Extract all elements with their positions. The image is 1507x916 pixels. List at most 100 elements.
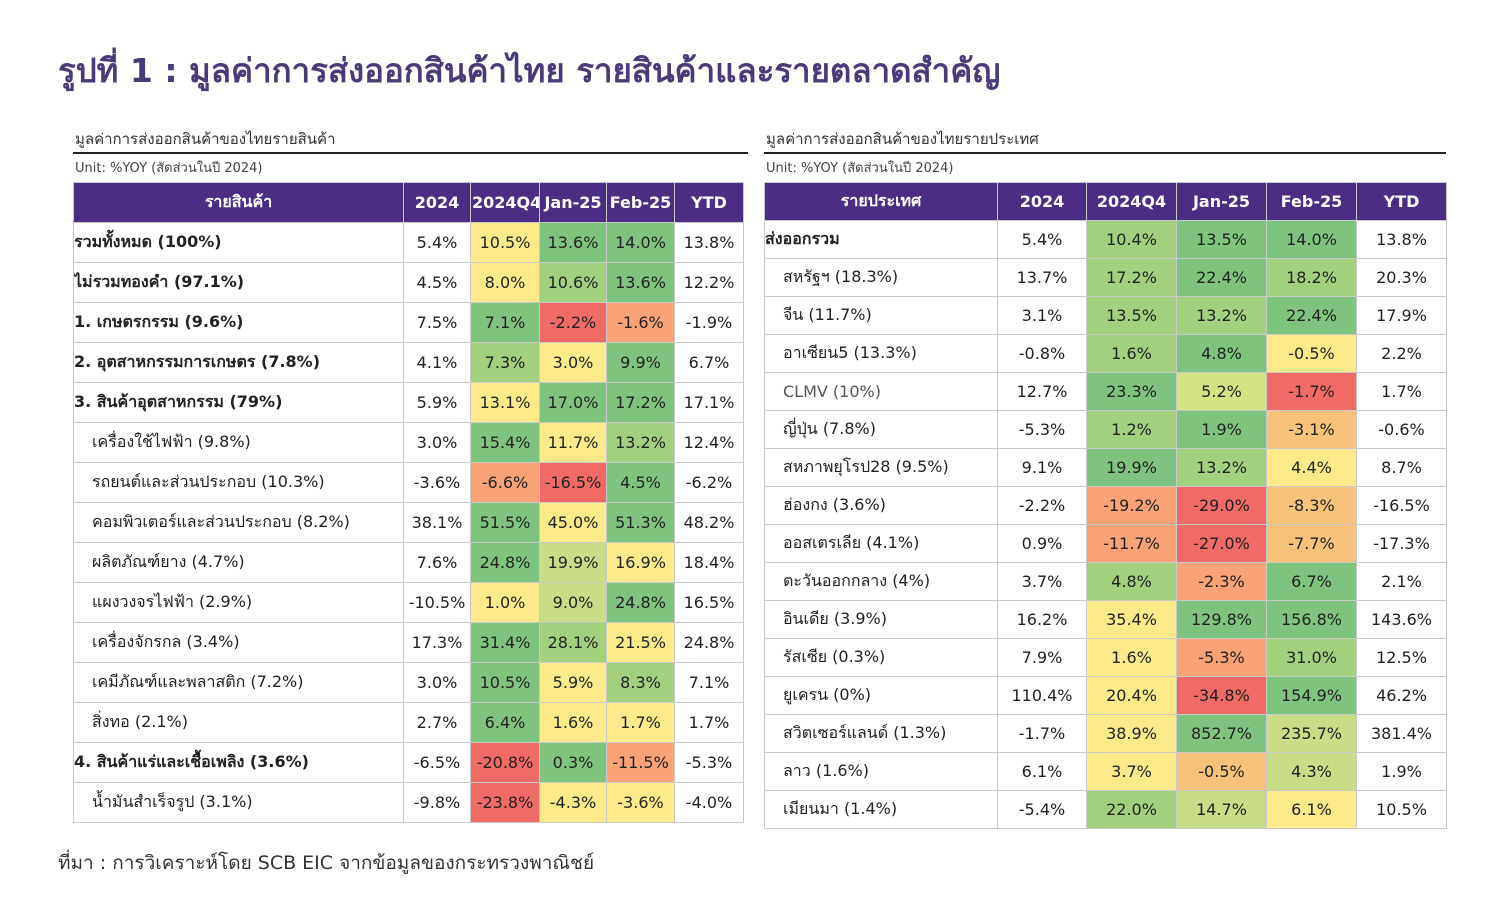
table-row: น้ำมันสำเร็จรูป (3.1%) -9.8% -23.8% -4.3% -3…: [73, 782, 744, 823]
country-unit-note: Unit: %YOY (สัดส่วนในปี 2024): [766, 161, 954, 176]
table-row: จีน (11.7%) 3.1% 13.5% 13.2% 22.4% 17.9%: [764, 296, 1447, 335]
table-row: 1. เกษตรกรรม (9.6%) 7.5% 7.1% -2.2% -1.6% -1.…: [73, 302, 744, 343]
value-cell: 24.8%: [606, 582, 675, 623]
value-cell: 4.5%: [606, 462, 675, 503]
header-column: 2024: [997, 182, 1087, 221]
value-cell: 10.5%: [470, 222, 540, 263]
row-label: สหรัฐฯ (18.3%): [764, 258, 998, 297]
value-cell: -34.8%: [1176, 676, 1267, 715]
value-cell: -1.6%: [606, 302, 675, 343]
value-cell: 1.9%: [1176, 410, 1267, 449]
value-cell: -3.6%: [606, 782, 675, 823]
table-row: ยูเครน (0%) 110.4% 20.4% -34.8% 154.9% 46.2%: [764, 676, 1447, 715]
value-cell: 6.7%: [1266, 562, 1357, 601]
value-cell: 4.3%: [1266, 752, 1357, 791]
value-cell: 0.9%: [997, 524, 1087, 563]
row-label: CLMV (10%): [764, 372, 998, 411]
value-cell: -3.6%: [403, 462, 471, 503]
value-cell: 48.2%: [674, 502, 744, 543]
value-cell: 31.0%: [1266, 638, 1357, 677]
value-cell: 18.4%: [674, 542, 744, 583]
row-label: จีน (11.7%): [764, 296, 998, 335]
value-cell: 1.9%: [1356, 752, 1447, 791]
value-cell: 1.6%: [1086, 638, 1177, 677]
header-column: Jan-25: [1176, 182, 1267, 221]
value-cell: 16.9%: [606, 542, 675, 583]
value-cell: 10.6%: [539, 262, 607, 303]
value-cell: 13.8%: [1356, 220, 1447, 259]
value-cell: 16.5%: [674, 582, 744, 623]
value-cell: 5.2%: [1176, 372, 1267, 411]
row-label: ลาว (1.6%): [764, 752, 998, 791]
value-cell: -16.5%: [539, 462, 607, 503]
table-row: เคมีภัณฑ์และพลาสติก (7.2%) 3.0% 10.5% 5.9% 8…: [73, 662, 744, 703]
value-cell: 22.4%: [1266, 296, 1357, 335]
value-cell: -27.0%: [1176, 524, 1267, 563]
table-row: 4. สินค้าแร่และเชื้อเพลิง (3.6%) -6.5% -20…: [73, 742, 744, 783]
value-cell: 5.9%: [539, 662, 607, 703]
value-cell: -11.5%: [606, 742, 675, 783]
table-row: ออสเตรเลีย (4.1%) 0.9% -11.7% -27.0% -7.7% -1…: [764, 524, 1447, 563]
table-row: รัสเซีย (0.3%) 7.9% 1.6% -5.3% 31.0% 12.5%: [764, 638, 1447, 677]
value-cell: 3.0%: [539, 342, 607, 383]
value-cell: 1.0%: [470, 582, 540, 623]
value-cell: -0.5%: [1266, 334, 1357, 373]
table-row: สิ่งทอ (2.1%) 2.7% 6.4% 1.6% 1.7% 1.7%: [73, 702, 744, 743]
value-cell: 13.2%: [606, 422, 675, 463]
value-cell: 12.7%: [997, 372, 1087, 411]
value-cell: 12.5%: [1356, 638, 1447, 677]
value-cell: -11.7%: [1086, 524, 1177, 563]
value-cell: 10.4%: [1086, 220, 1177, 259]
header-column: 2024: [403, 182, 471, 223]
row-label: เคมีภัณฑ์และพลาสติก (7.2%): [73, 662, 404, 703]
value-cell: 154.9%: [1266, 676, 1357, 715]
row-label: เครื่องใช้ไฟฟ้า (9.8%): [73, 422, 404, 463]
product-export-table: รายสินค้า 2024 2024Q4 Jan-25 Feb-25 YTD รวมทั…: [73, 182, 744, 823]
row-label: ตะวันออกกลาง (4%): [764, 562, 998, 601]
row-label: คอมพิวเตอร์และส่วนประกอบ (8.2%): [73, 502, 404, 543]
value-cell: -6.2%: [674, 462, 744, 503]
table-row: สหรัฐฯ (18.3%) 13.7% 17.2% 22.4% 18.2% 20.3%: [764, 258, 1447, 297]
table-row: สหภาพยุโรป28 (9.5%) 9.1% 19.9% 13.2% 4.4% 8.7…: [764, 448, 1447, 487]
value-cell: 21.5%: [606, 622, 675, 663]
header-column: Feb-25: [1266, 182, 1357, 221]
value-cell: 9.0%: [539, 582, 607, 623]
value-cell: 35.4%: [1086, 600, 1177, 639]
value-cell: 12.2%: [674, 262, 744, 303]
value-cell: -7.7%: [1266, 524, 1357, 563]
value-cell: 4.8%: [1176, 334, 1267, 373]
table-row: เครื่องใช้ไฟฟ้า (9.8%) 3.0% 15.4% 11.7% 13.2…: [73, 422, 744, 463]
table-row: อินเดีย (3.9%) 16.2% 35.4% 129.8% 156.8% 143.…: [764, 600, 1447, 639]
value-cell: 14.0%: [606, 222, 675, 263]
row-label: อินเดีย (3.9%): [764, 600, 998, 639]
value-cell: 3.7%: [1086, 752, 1177, 791]
value-cell: 7.6%: [403, 542, 471, 583]
table-row: 3. สินค้าอุตสาหกรรม (79%) 5.9% 13.1% 17.0% 1…: [73, 382, 744, 423]
row-label: ส่งออกรวม: [764, 220, 998, 259]
row-label: แผงวงจรไฟฟ้า (2.9%): [73, 582, 404, 623]
value-cell: 143.6%: [1356, 600, 1447, 639]
value-cell: 14.0%: [1266, 220, 1357, 259]
value-cell: 17.2%: [1086, 258, 1177, 297]
value-cell: 19.9%: [539, 542, 607, 583]
value-cell: 45.0%: [539, 502, 607, 543]
value-cell: 1.6%: [539, 702, 607, 743]
product-panel: มูลค่าการส่งออกสินค้าของไทยรายสินค้า Uni…: [73, 128, 748, 823]
header-column: YTD: [1356, 182, 1447, 221]
row-label: ยูเครน (0%): [764, 676, 998, 715]
value-cell: -23.8%: [470, 782, 540, 823]
table-row: เครื่องจักรกล (3.4%) 17.3% 31.4% 28.1% 21.5%…: [73, 622, 744, 663]
value-cell: 10.5%: [470, 662, 540, 703]
value-cell: 22.4%: [1176, 258, 1267, 297]
table-row: ตะวันออกกลาง (4%) 3.7% 4.8% -2.3% 6.7% 2.1%: [764, 562, 1447, 601]
value-cell: 13.8%: [674, 222, 744, 263]
value-cell: 13.2%: [1176, 448, 1267, 487]
value-cell: 7.3%: [470, 342, 540, 383]
row-label: ผลิตภัณฑ์ยาง (4.7%): [73, 542, 404, 583]
value-cell: -1.7%: [997, 714, 1087, 753]
value-cell: 1.7%: [1356, 372, 1447, 411]
value-cell: 16.2%: [997, 600, 1087, 639]
table-row: สวิตเซอร์แลนด์ (1.3%) -1.7% 38.9% 852.7% 235…: [764, 714, 1447, 753]
row-label: ญี่ปุ่น (7.8%): [764, 410, 998, 449]
value-cell: -4.3%: [539, 782, 607, 823]
